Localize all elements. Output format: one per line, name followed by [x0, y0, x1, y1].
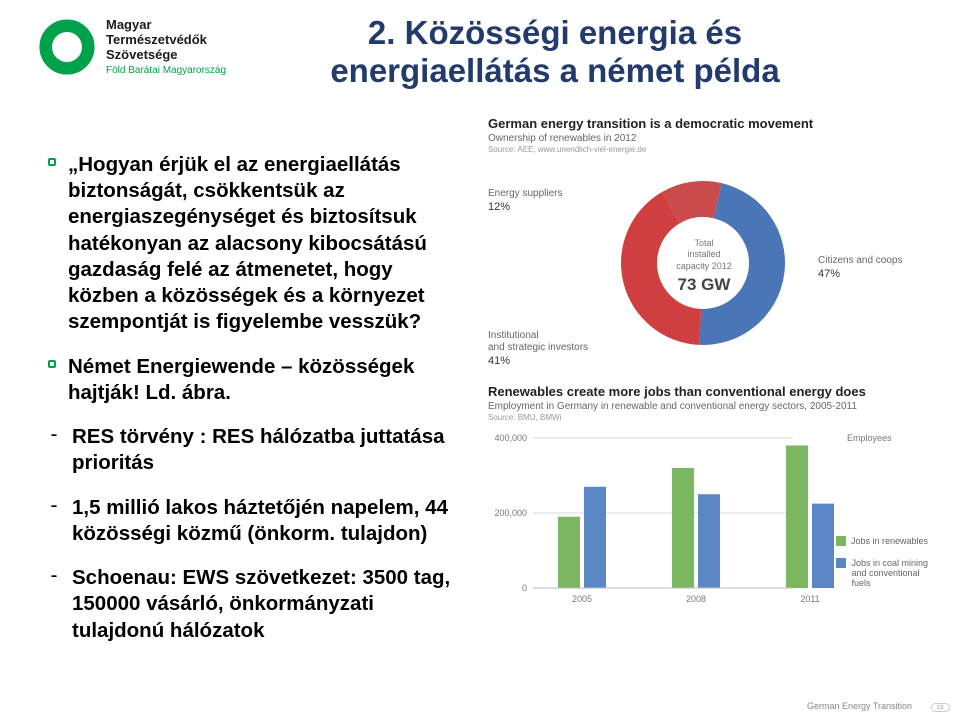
logo-ring-icon	[38, 18, 96, 76]
bullet-text: 1,5 millió lakos háztetőjén napelem, 44 …	[72, 495, 463, 547]
donut-seg-pct-0: 12%	[488, 201, 562, 214]
donut-source: Source: AEE, www.unendlich-viel-energie.…	[488, 145, 940, 154]
svg-text:400,000: 400,000	[494, 433, 527, 443]
bullet-list: „Hogyan érjük el az energiaellátás bizto…	[48, 152, 463, 662]
svg-text:Employees: Employees	[847, 433, 892, 443]
logo-line-2: Természetvédők	[106, 33, 226, 48]
svg-text:0: 0	[522, 583, 527, 593]
bullet-item: - Schoenau: EWS szövetkezet: 3500 tag, 1…	[48, 565, 463, 644]
svg-text:2011: 2011	[800, 594, 819, 604]
ring-bullet-icon	[48, 360, 56, 368]
bullet-item: - RES törvény : RES hálózatba juttatása …	[48, 424, 463, 476]
bars-title: Renewables create more jobs than convent…	[488, 384, 940, 399]
donut-title: German energy transition is a democratic…	[488, 116, 940, 131]
bullet-text: „Hogyan érjük el az energiaellátás bizto…	[68, 152, 463, 336]
org-logo: Magyar Természetvédők Szövetsége Föld Ba…	[38, 18, 226, 76]
logo-text: Magyar Természetvédők Szövetsége Föld Ba…	[106, 18, 226, 76]
dash-bullet-icon: -	[48, 494, 60, 547]
donut-chart: Energy suppliers 12% Institutional and s…	[488, 160, 940, 370]
donut-seg-label-0: Energy suppliers 12%	[488, 188, 562, 214]
donut-center: Total installed capacity 2012 73 GW	[668, 238, 740, 295]
bars-subtitle: Employment in Germany in renewable and c…	[488, 401, 940, 412]
legend-conventional: Jobs in coal mining and conventional fue…	[836, 558, 928, 588]
svg-text:2005: 2005	[572, 594, 592, 604]
bar-svg: 0 200,000 400,000 Employees 2005 2008 2011	[488, 428, 928, 618]
dash-bullet-icon: -	[48, 423, 60, 476]
donut-subtitle: Ownership of renewables in 2012	[488, 133, 940, 144]
legend-swatch-icon	[836, 558, 846, 568]
logo-line-3: Szövetsége	[106, 48, 226, 63]
bullet-item: „Hogyan érjük el az energiaellátás bizto…	[48, 152, 463, 336]
donut-seg-label-1: Institutional and strategic investors 41…	[488, 330, 608, 368]
bar-chart: 0 200,000 400,000 Employees 2005 2008 2011 Job…	[488, 428, 940, 618]
svg-text:2008: 2008	[686, 594, 706, 604]
legend-swatch-icon	[836, 536, 846, 546]
footer-brand: German Energy Transition	[807, 701, 912, 711]
logo-line-1: Magyar	[106, 18, 226, 33]
bullet-text: Schoenau: EWS szövetkezet: 3500 tag, 150…	[72, 565, 463, 644]
logo-line-4: Föld Barátai Magyarország	[106, 65, 226, 77]
legend-renewables: Jobs in renewables	[836, 536, 928, 546]
ring-bullet-icon	[48, 158, 56, 166]
charts-column: German energy transition is a democratic…	[488, 116, 940, 618]
dash-bullet-icon: -	[48, 564, 60, 644]
page-title: 2. Közösségi energia és energiaellátás a…	[285, 14, 825, 90]
donut-seg-pct-1: 41%	[488, 355, 608, 368]
bullet-item: Német Energiewende – közösségek hajtják!…	[48, 354, 463, 406]
donut-seg-label-2: Citizens and coops 47%	[818, 255, 928, 281]
bullet-text: Német Energiewende – közösségek hajtják!…	[68, 354, 463, 406]
footer-license-pill: cc	[931, 703, 950, 712]
bars-source: Source: BMU, BMWi	[488, 413, 940, 422]
bullet-item: - 1,5 millió lakos háztetőjén napelem, 4…	[48, 495, 463, 547]
donut-seg-pct-2: 47%	[818, 268, 928, 281]
bullet-text: RES törvény : RES hálózatba juttatása pr…	[72, 424, 463, 476]
svg-text:200,000: 200,000	[494, 508, 527, 518]
